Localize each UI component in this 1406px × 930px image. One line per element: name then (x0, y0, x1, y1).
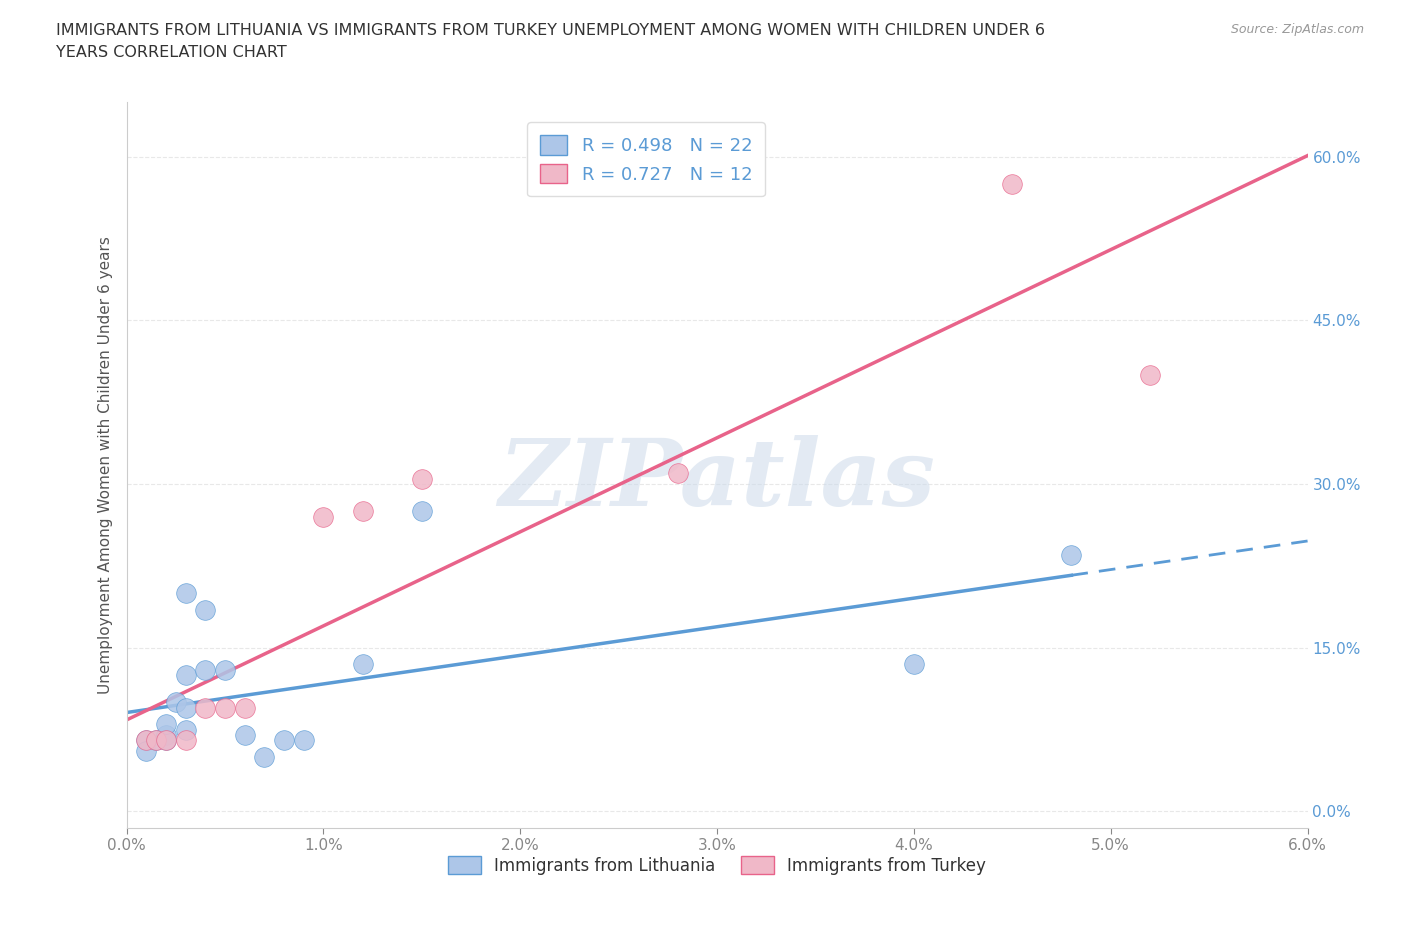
Point (292, 733, 315, 748)
Point (411, 472, 433, 486)
Point (214, 662, 236, 677)
Point (174, 668, 197, 683)
Y-axis label: Unemployment Among Women with Children Under 6 years: Unemployment Among Women with Children U… (97, 236, 112, 694)
Point (174, 700, 197, 715)
Point (135, 744, 157, 759)
Point (145, 733, 167, 748)
Point (312, 510, 335, 525)
Text: ZIPatlas: ZIPatlas (499, 434, 935, 525)
Point (155, 733, 177, 748)
Point (145, 733, 167, 748)
Point (135, 733, 157, 748)
Point (903, 657, 925, 671)
Point (352, 504, 374, 519)
Text: IMMIGRANTS FROM LITHUANIA VS IMMIGRANTS FROM TURKEY UNEMPLOYMENT AMONG WOMEN WIT: IMMIGRANTS FROM LITHUANIA VS IMMIGRANTS … (56, 23, 1045, 38)
Legend: Immigrants from Lithuania, Immigrants from Turkey: Immigrants from Lithuania, Immigrants fr… (437, 846, 997, 884)
Text: Source: ZipAtlas.com: Source: ZipAtlas.com (1230, 23, 1364, 36)
Point (1139, 367, 1161, 382)
Point (352, 657, 374, 671)
Point (411, 504, 433, 519)
Point (194, 662, 217, 677)
Point (174, 586, 197, 601)
Point (1060, 548, 1083, 563)
Text: YEARS CORRELATION CHART: YEARS CORRELATION CHART (56, 45, 287, 60)
Point (233, 727, 256, 742)
Point (194, 700, 217, 715)
Point (214, 700, 236, 715)
Point (174, 722, 197, 737)
Point (194, 602, 217, 617)
Point (273, 733, 295, 748)
Point (135, 733, 157, 748)
Point (253, 750, 276, 764)
Point (155, 717, 177, 732)
Point (155, 733, 177, 748)
Point (666, 466, 689, 481)
Point (155, 727, 177, 742)
Point (1001, 177, 1024, 192)
Point (174, 733, 197, 748)
Point (233, 700, 256, 715)
Point (165, 695, 187, 710)
